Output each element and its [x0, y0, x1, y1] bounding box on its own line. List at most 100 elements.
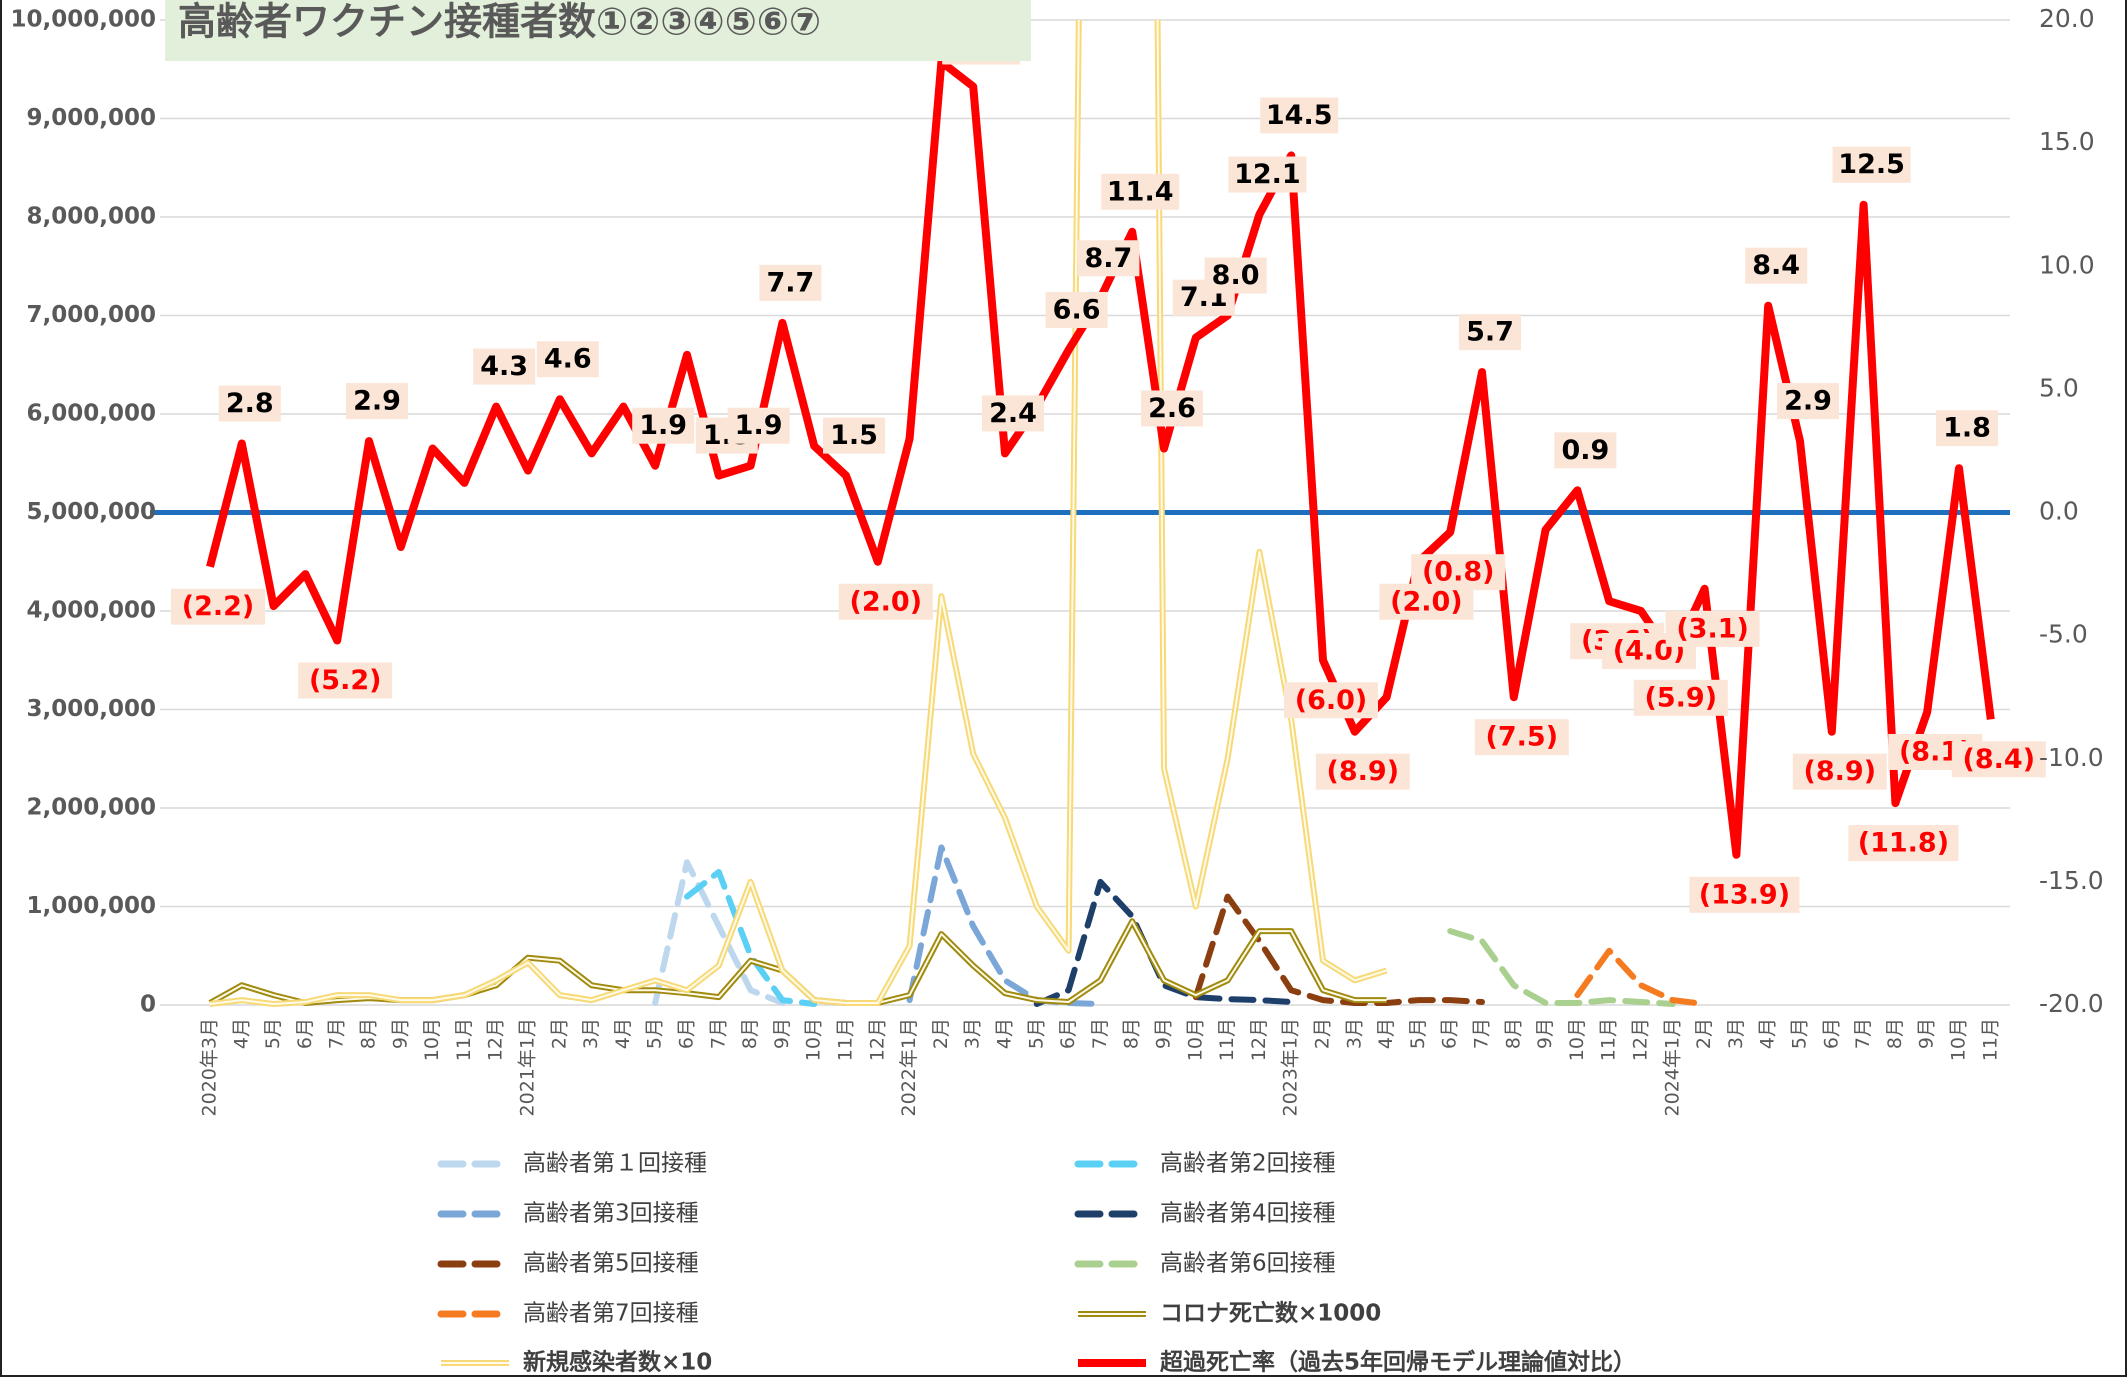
y2-tick-label: -10.0	[2039, 743, 2104, 772]
title-box	[165, 0, 1031, 61]
data-label-box	[1141, 390, 1203, 427]
legend-label: 高齢者第7回接種	[523, 1301, 699, 1327]
data-label: (6.0)	[1295, 685, 1368, 716]
x-tick-label: 8月	[1502, 1018, 1524, 1049]
x-tick-label: 7月	[1852, 1018, 1874, 1049]
x-tick-label: 6月	[1820, 1018, 1842, 1049]
x-tick-label: 10月	[421, 1018, 443, 1061]
x-tick-label: 6月	[1439, 1018, 1461, 1049]
legend-label: 高齢者第2回接種	[1160, 1151, 1336, 1177]
x-tick-label: 7月	[1089, 1018, 1111, 1049]
x-tick-label: 6月	[676, 1018, 698, 1049]
data-label: 6.6	[1053, 294, 1101, 325]
data-label: 1.9	[735, 410, 783, 441]
data-label-box	[298, 662, 393, 699]
legend-label: 高齢者第3回接種	[523, 1201, 699, 1227]
legend-label: コロナ死亡数×1000	[1160, 1300, 1381, 1327]
y-tick-label: 8,000,000	[27, 204, 157, 230]
data-label-box	[838, 583, 933, 620]
data-label: 12.5	[1838, 149, 1905, 180]
data-label: (2.2)	[182, 591, 255, 622]
y2-tick-label: 5.0	[2039, 373, 2079, 402]
x-tick-label: 8月	[739, 1018, 761, 1049]
x-tick-label: 4月	[612, 1018, 634, 1049]
x-tick-label: 5月	[262, 1018, 284, 1049]
data-label: 14.5	[1266, 100, 1333, 131]
data-label: (8.4)	[1963, 744, 2036, 775]
x-tick-label: 9月	[1153, 1018, 1175, 1049]
x-tick-label: 10月	[1948, 1018, 1970, 1061]
y-tick-label: 10,000,000	[10, 7, 156, 33]
legend-label: 高齢者第4回接種	[1160, 1201, 1336, 1227]
data-label-box	[1554, 432, 1617, 469]
data-label: (0.8)	[1422, 557, 1495, 588]
x-tick-label: 3月	[1725, 1018, 1747, 1049]
legend-label: 超過死亡率（過去5年回帰モデル理論値対比）	[1160, 1349, 1636, 1376]
legend-label: 高齢者第5回接種	[523, 1251, 699, 1277]
x-tick-label: 12月	[866, 1018, 888, 1061]
x-tick-label: 5月	[644, 1018, 666, 1049]
series-line	[208, 918, 1387, 1006]
legend-label: 高齢者第6回接種	[1160, 1251, 1336, 1277]
x-tick-label: 6月	[294, 1018, 316, 1049]
data-label-box	[1745, 247, 1808, 284]
data-label-box	[1260, 97, 1339, 134]
x-tick-label: 2月	[548, 1018, 570, 1049]
x-tick-label: 7月	[1471, 1018, 1493, 1049]
x-tick-label: 2022年1月	[898, 1018, 920, 1116]
series-line	[1447, 928, 1676, 1007]
x-tick-label: 2024年1月	[1661, 1018, 1683, 1116]
data-label-box	[1284, 682, 1378, 719]
x-tick-label: 7月	[326, 1018, 348, 1049]
data-label-box	[1936, 410, 1998, 447]
data-label-box	[759, 264, 822, 301]
data-label-box	[1633, 679, 1728, 716]
data-label: 5.7	[1466, 317, 1514, 348]
x-tick-label: 10月	[803, 1018, 825, 1061]
data-label: 2.9	[1784, 386, 1832, 417]
x-tick-label: 9月	[1916, 1018, 1938, 1049]
x-tick-label: 2月	[930, 1018, 952, 1049]
chart-title: 高齢者ワクチン接種者数①②③④⑤⑥⑦	[178, 0, 821, 44]
y-tick-label: 0	[140, 992, 156, 1018]
data-label: (3.1)	[1676, 613, 1749, 644]
x-tick-label: 8月	[358, 1018, 380, 1049]
data-label: 11.4	[1107, 176, 1174, 207]
y2-tick-label: -5.0	[2039, 620, 2088, 649]
y2-tick-label: -15.0	[2039, 866, 2104, 895]
x-tick-label: 5月	[1789, 1018, 1811, 1049]
data-label-box	[1411, 554, 1506, 591]
y-tick-label: 4,000,000	[27, 598, 157, 624]
series-line	[1033, 878, 1295, 1007]
y2-tick-label: 20.0	[2039, 4, 2095, 33]
data-label-box	[1848, 825, 1959, 862]
x-tick-label: 12月	[485, 1018, 507, 1061]
series-line-inner	[209, 20, 1387, 1005]
x-tick-label: 10月	[1184, 1018, 1206, 1061]
data-label: 2.9	[353, 386, 401, 417]
data-label-box	[1077, 240, 1140, 277]
y-tick-label: 2,000,000	[27, 795, 157, 821]
x-tick-label: 4月	[230, 1018, 252, 1049]
data-label: (2.0)	[850, 586, 923, 617]
data-label: (8.9)	[1327, 756, 1400, 787]
data-label-box	[1315, 753, 1410, 790]
data-label: 0.9	[1561, 435, 1609, 466]
data-label-box	[473, 348, 536, 385]
data-label-box	[1689, 876, 1800, 913]
data-label-box	[171, 588, 265, 625]
x-tick-label: 2月	[1693, 1018, 1715, 1049]
y2-tick-label: 0.0	[2039, 497, 2079, 526]
data-label: (11.8)	[1858, 828, 1949, 859]
data-label-box	[1474, 719, 1569, 756]
data-label-box	[982, 395, 1044, 432]
x-tick-label: 4月	[1757, 1018, 1779, 1049]
x-tick-label: 4月	[994, 1018, 1016, 1049]
data-label-box	[632, 407, 695, 444]
x-tick-label: 11月	[835, 1018, 857, 1061]
data-label: 2.6	[1148, 393, 1196, 424]
y-tick-label: 5,000,000	[27, 499, 157, 525]
